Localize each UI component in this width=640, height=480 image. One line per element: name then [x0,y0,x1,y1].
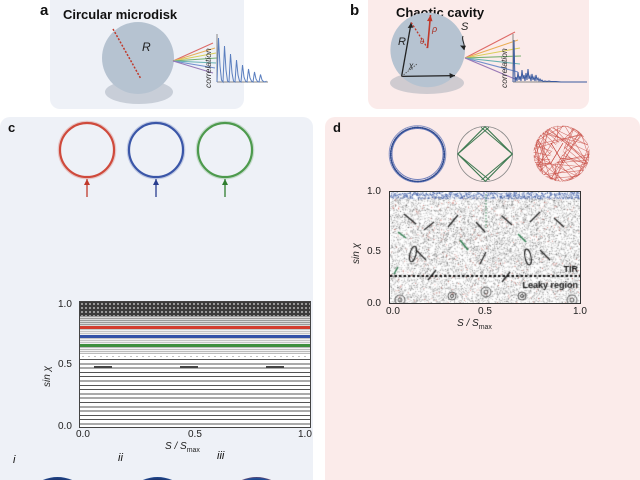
svg-text:θ: θ [420,37,424,46]
svg-text:R: R [398,36,406,48]
svg-text:S: S [461,21,469,33]
svg-text:ρ: ρ [431,24,437,34]
svg-text:correlation: correlation [501,48,509,88]
svg-text:correlation: correlation [205,48,213,88]
svg-text:R: R [142,40,151,54]
svg-text:χ: χ [408,61,414,70]
